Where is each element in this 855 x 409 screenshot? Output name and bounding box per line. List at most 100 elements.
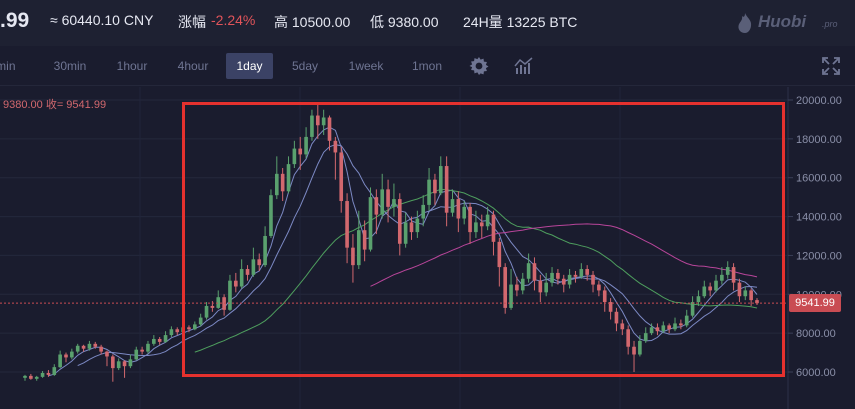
- candle-body: [415, 218, 420, 233]
- change-value: -2.24%: [211, 12, 256, 28]
- candle: [415, 210, 420, 238]
- candle-body: [286, 164, 291, 192]
- candle-body: [608, 302, 613, 312]
- candle: [567, 269, 572, 289]
- candle: [573, 270, 578, 283]
- candle-body: [485, 214, 490, 227]
- candle: [737, 278, 742, 303]
- candle: [122, 360, 127, 378]
- candle-body: [210, 305, 215, 308]
- candle-body: [362, 230, 367, 250]
- candle: [105, 350, 109, 367]
- candle-body: [64, 354, 68, 358]
- candle-body: [532, 263, 537, 281]
- candle: [362, 220, 367, 262]
- candle: [491, 210, 496, 256]
- candle: [251, 247, 256, 277]
- candle-body: [58, 354, 62, 368]
- fullscreen-icon[interactable]: [820, 55, 842, 77]
- timeframe-5day[interactable]: 5day: [291, 59, 319, 73]
- timeframe-1day[interactable]: 1day: [226, 53, 273, 79]
- candle: [485, 206, 490, 231]
- flame-icon: [738, 13, 752, 33]
- candle: [327, 115, 332, 151]
- candle: [708, 282, 712, 297]
- candle: [70, 348, 74, 360]
- kline-chart-svg[interactable]: 20000.00 18000.00 16000.00 14000.00 12000.00…: [0, 87, 855, 409]
- candle-body: [251, 259, 256, 275]
- gear-icon[interactable]: [468, 55, 490, 77]
- candle-body: [462, 206, 467, 219]
- candle: [673, 317, 677, 332]
- timeframe-5min[interactable]: 5min: [0, 59, 16, 73]
- y-tick-label: 16000.00: [796, 173, 842, 185]
- candle-body: [538, 280, 543, 293]
- candle: [392, 183, 396, 217]
- candle: [755, 298, 759, 305]
- y-tick-label: 8000.00: [796, 328, 836, 340]
- candle: [684, 309, 689, 328]
- candle-body: [40, 372, 45, 377]
- timeframe-30min[interactable]: 30min: [53, 59, 87, 73]
- candle: [29, 373, 33, 380]
- candle: [591, 270, 595, 293]
- candle: [743, 286, 748, 301]
- ma-60-line: [370, 223, 758, 287]
- candle: [257, 253, 262, 271]
- cny-price: ≈ 60440.10 CNY: [50, 12, 154, 28]
- candle: [23, 374, 27, 381]
- candle: [468, 202, 472, 244]
- ohlc-legend: 9380.00 收= 9541.99: [3, 99, 107, 111]
- candle-body: [696, 296, 701, 303]
- candle-body: [140, 349, 144, 352]
- candle: [649, 323, 654, 336]
- candle: [321, 109, 326, 135]
- candle: [532, 257, 537, 291]
- candle-body: [263, 236, 267, 266]
- candle: [46, 370, 51, 377]
- candle: [157, 337, 162, 345]
- candle: [620, 319, 625, 336]
- timeframe-1mon[interactable]: 1mon: [411, 59, 443, 73]
- candle: [187, 325, 191, 333]
- candle-body: [99, 346, 103, 352]
- candle: [99, 344, 103, 355]
- candle: [81, 344, 86, 352]
- candle: [638, 335, 642, 357]
- candle: [239, 259, 244, 289]
- candle-body: [427, 179, 431, 205]
- candle-body: [374, 197, 379, 215]
- candle: [444, 156, 449, 227]
- candle-body: [52, 367, 57, 375]
- timeframe-1hour[interactable]: 1hour: [116, 59, 148, 73]
- y-tick-label: 6000.00: [796, 367, 836, 379]
- candle-body: [544, 282, 548, 293]
- candle: [169, 326, 174, 338]
- timeframe-1week[interactable]: 1week: [348, 59, 384, 73]
- candle: [146, 340, 150, 354]
- candle: [280, 168, 285, 202]
- candle: [731, 263, 736, 291]
- y-tick-label: 18000.00: [796, 134, 842, 146]
- candle-body: [234, 280, 238, 287]
- candle-body: [122, 361, 127, 367]
- candle: [561, 274, 566, 293]
- candle-body: [749, 290, 753, 301]
- candle: [397, 193, 402, 256]
- candle: [667, 323, 671, 334]
- candle-body: [661, 325, 666, 332]
- candle-body: [520, 278, 525, 291]
- candle-body: [526, 263, 531, 279]
- candle-body: [386, 189, 390, 207]
- candle: [509, 269, 513, 310]
- timeframe-4hour[interactable]: 4hour: [177, 59, 209, 73]
- indicator-chart-icon[interactable]: [513, 55, 535, 77]
- candle-body: [585, 269, 589, 275]
- candle-body: [128, 359, 133, 367]
- kline-chart[interactable]: 20000.00 18000.00 16000.00 14000.00 12000.00…: [0, 87, 855, 409]
- candle-body: [93, 343, 98, 347]
- candle-body: [239, 269, 244, 287]
- logo-text: Huobi: [758, 12, 807, 31]
- candle: [234, 272, 238, 293]
- chart-grid: [0, 87, 788, 409]
